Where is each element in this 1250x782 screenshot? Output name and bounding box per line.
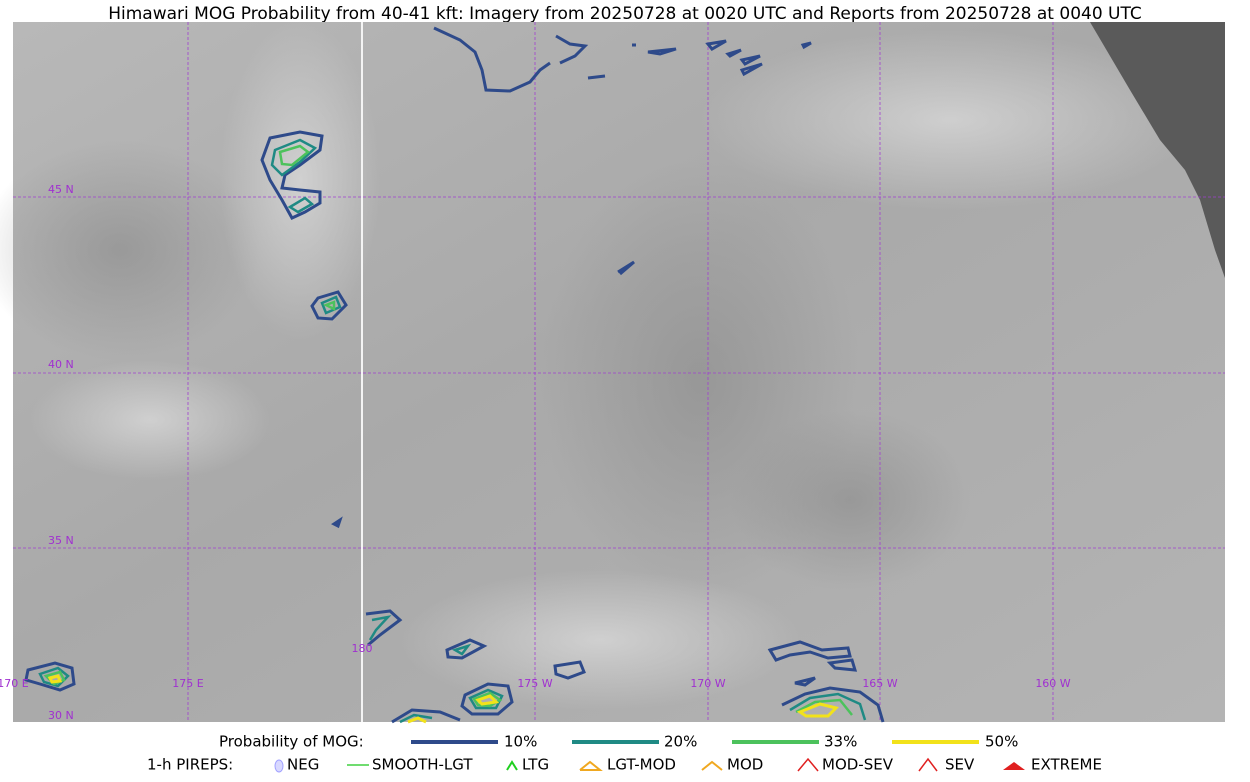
lon-label: 175 E (172, 677, 203, 690)
lat-label: 40 N (48, 358, 74, 371)
graticule (13, 22, 1225, 722)
legend-heading: 1-h PIREPS: (147, 756, 233, 774)
legend-heading: Probability of MOG: (219, 733, 364, 751)
satellite-image (0, 20, 1225, 722)
lon-labels: 170 E 175 E 180 175 W 170 W 165 W 160 W (0, 642, 1071, 690)
legend-item: 33% (824, 733, 857, 751)
lat-label: 30 N (48, 709, 74, 722)
contours (24, 26, 885, 724)
legend-item: MOD (727, 756, 763, 774)
lon-label: 160 W (1035, 677, 1070, 690)
lon-label: 175 W (517, 677, 552, 690)
probability-legend: Probability of MOG: 10% 20% 33% 50% (219, 733, 1018, 751)
legend-item: SMOOTH-LGT (372, 756, 473, 774)
legend-item: MOD-SEV (822, 756, 894, 774)
lon-label: 165 W (862, 677, 897, 690)
lon-label: 180 (352, 642, 373, 655)
lat-labels: 45 N 40 N 35 N 30 N (48, 183, 74, 722)
legend-item: LTG (522, 756, 549, 774)
legend-item: 10% (504, 733, 537, 751)
legend-item: EXTREME (1031, 756, 1102, 774)
lon-label: 170 E (0, 677, 29, 690)
legend-item: 20% (664, 733, 697, 751)
title: Himawari MOG Probability from 40-41 kft:… (108, 4, 1142, 24)
lon-label: 170 W (690, 677, 725, 690)
legend-item: NEG (287, 756, 319, 774)
legend-item: 50% (985, 733, 1018, 751)
pireps-legend: 1-h PIREPS: NEG SMOOTH-LGT LTG LGT-MOD M… (147, 756, 1102, 774)
legend-item: SEV (945, 756, 975, 774)
legend-item: LGT-MOD (607, 756, 676, 774)
lat-label: 35 N (48, 534, 74, 547)
lat-label: 45 N (48, 183, 74, 196)
